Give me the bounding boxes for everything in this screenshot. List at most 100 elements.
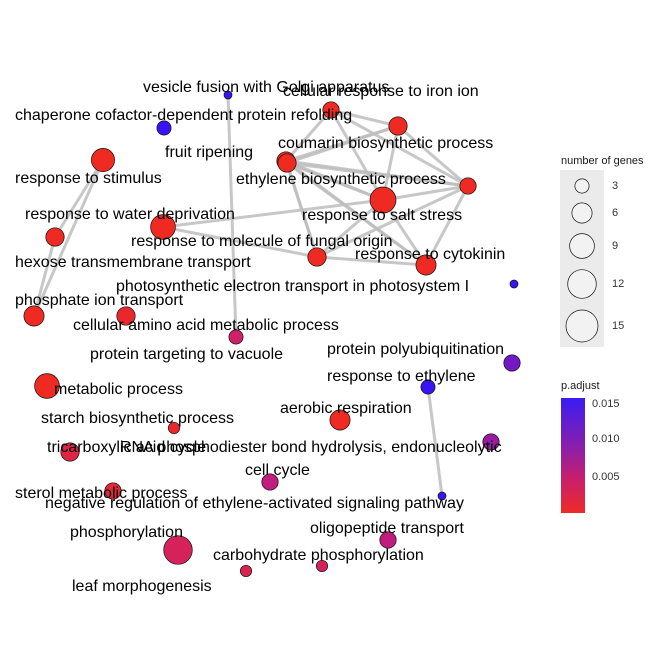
nodes-layer: [23, 90, 521, 578]
term-label: response to stimulus: [15, 170, 162, 187]
legend-size-label: 15: [612, 320, 625, 332]
network-edge: [286, 161, 427, 267]
network-edge: [162, 225, 318, 259]
legend-color-tick: 0.005: [592, 471, 620, 483]
network-edge: [329, 109, 385, 201]
term-node[interactable]: [239, 564, 253, 578]
term-node[interactable]: [277, 153, 297, 173]
term-label: response to water deprivation: [25, 206, 235, 223]
term-node[interactable]: [379, 531, 397, 549]
term-label: negative regulation of ethylene-activate…: [45, 495, 464, 512]
legend-size-label: 6: [612, 207, 619, 219]
term-label: starch biosynthetic process: [41, 410, 234, 427]
term-node[interactable]: [23, 305, 45, 327]
legend-size-circles: [565, 178, 599, 343]
legend-size-title: number of genes: [561, 155, 644, 167]
network-edge: [316, 198, 384, 259]
term-label: response to molecule of fungal origin: [131, 233, 393, 250]
term-label: leaf morphogenesis: [72, 578, 212, 595]
term-label: phosphate ion transport: [15, 292, 184, 309]
term-node[interactable]: [104, 482, 122, 500]
network-edge: [424, 185, 470, 266]
term-node[interactable]: [503, 354, 521, 372]
network-edge: [284, 160, 319, 258]
edges-layer: [32, 94, 470, 497]
term-node[interactable]: [167, 421, 181, 435]
term-node[interactable]: [388, 116, 408, 136]
term-node[interactable]: [437, 491, 447, 501]
term-label: photosynthetic electron transport in pho…: [116, 278, 469, 295]
legend-size-label: 3: [612, 180, 619, 192]
network-edge: [285, 124, 399, 163]
term-node[interactable]: [223, 90, 233, 100]
term-node[interactable]: [420, 379, 436, 395]
term-label: response to cytokinin: [355, 246, 505, 263]
network-edge: [284, 109, 333, 162]
legend-size-circle: [571, 202, 593, 224]
term-node[interactable]: [156, 120, 172, 136]
term-node[interactable]: [116, 306, 136, 326]
term-label: cell cycle: [245, 462, 310, 479]
term-label: protein polyubiquitination: [327, 341, 504, 358]
network-edge: [162, 198, 384, 229]
term-label: cellular amino acid metabolic process: [73, 317, 339, 334]
term-node[interactable]: [45, 227, 65, 247]
term-label: hexose transmembrane transport: [15, 254, 251, 271]
network-edge: [32, 236, 57, 317]
network-edge: [330, 108, 469, 188]
legend-size-label: 12: [612, 278, 625, 290]
term-node[interactable]: [60, 442, 80, 462]
network-edge: [226, 94, 238, 338]
term-label: metabolic process: [54, 381, 183, 398]
term-label: oligopeptide transport: [310, 520, 464, 537]
network-edge: [286, 161, 384, 202]
term-node[interactable]: [261, 473, 279, 491]
term-label: coumarin biosynthetic process: [278, 135, 493, 152]
term-label: chaperone cofactor-dependent protein ref…: [15, 107, 352, 124]
term-node[interactable]: [415, 254, 437, 276]
term-node[interactable]: [315, 559, 329, 573]
term-node[interactable]: [459, 177, 477, 195]
legend-size-circle: [567, 269, 597, 299]
term-label: sterol metabolic process: [15, 485, 188, 502]
network-edge: [32, 159, 105, 317]
term-node[interactable]: [482, 433, 500, 451]
network-edge: [316, 184, 469, 259]
term-node[interactable]: [150, 214, 176, 240]
legend-color-title: p.adjust: [561, 380, 600, 392]
legend-size-circle: [565, 309, 599, 343]
legend-size-circle: [574, 178, 590, 194]
network-edge: [426, 386, 444, 497]
term-label: phosphorylation: [70, 524, 183, 541]
term-node[interactable]: [163, 535, 193, 565]
term-label: aerobic respiration: [280, 400, 412, 417]
term-label: response to salt stress: [302, 207, 462, 224]
network-edge: [382, 184, 469, 202]
term-label: protein targeting to vacuole: [90, 346, 283, 363]
term-node[interactable]: [228, 329, 244, 345]
network-edge: [397, 124, 469, 188]
network-edge: [286, 161, 469, 188]
term-node[interactable]: [509, 279, 519, 289]
term-node[interactable]: [322, 101, 340, 119]
term-label: response to ethylene: [327, 368, 476, 385]
legend-color-tick: 0.010: [592, 433, 620, 445]
term-label: carbohydrate phosphorylation: [213, 547, 424, 564]
labels-layer: vesicle fusion with Golgi apparatus chape…: [15, 79, 505, 595]
term-node[interactable]: [369, 186, 397, 214]
network-edge: [330, 108, 399, 128]
legend-color-tick: 0.015: [592, 398, 620, 410]
term-node[interactable]: [329, 409, 351, 431]
term-label: RNA phosphodiester bond hydrolysis, endo…: [120, 439, 502, 456]
legend-colorbar: [561, 398, 585, 513]
term-node[interactable]: [91, 148, 115, 172]
term-node[interactable]: [307, 247, 327, 267]
term-label: ethylene biosynthetic process: [236, 171, 446, 188]
network-edge: [316, 255, 427, 267]
legend-size-label: 9: [612, 240, 619, 252]
legend-size-panel: [560, 170, 604, 347]
term-label: tricarboxylic acid cycle: [47, 439, 206, 456]
term-label: cellular response to iron ion: [283, 83, 479, 100]
term-node[interactable]: [34, 373, 60, 399]
